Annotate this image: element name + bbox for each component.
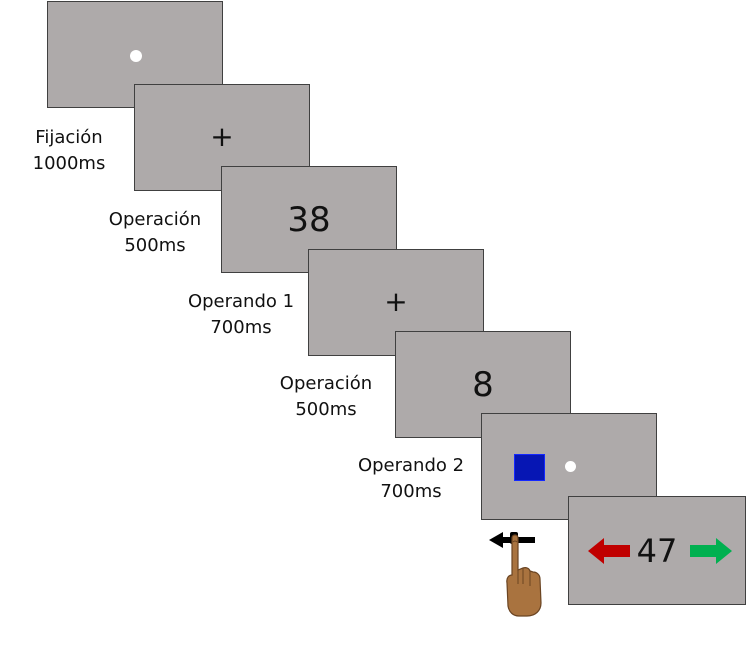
stage-label-operation-2: Operación 500ms	[271, 371, 381, 423]
stage-label-operation-1: Operación 500ms	[100, 207, 210, 259]
fixation-cross: +	[210, 120, 234, 153]
pointing-hand-icon	[489, 532, 542, 617]
stage-name: Operando 1	[187, 291, 295, 312]
operand-1-value: 38	[287, 200, 331, 240]
screen-response: 47	[568, 496, 746, 605]
result-value: 47	[636, 532, 678, 570]
left-arrow-icon	[588, 538, 630, 564]
right-arrow-icon	[690, 538, 732, 564]
stage-duration: 500ms	[124, 235, 186, 256]
stage-name: Operando 2	[357, 455, 465, 476]
stage-name: Operación	[279, 373, 373, 394]
stage-label-fixation: Fijación 1000ms	[18, 125, 120, 177]
stage-duration: 1000ms	[32, 153, 106, 174]
white-dot	[130, 50, 142, 62]
stage-label-operand-2: Operando 2 700ms	[350, 453, 472, 505]
white-dot	[565, 461, 576, 472]
operand-2-value: 8	[472, 365, 494, 405]
stage-duration: 500ms	[295, 399, 357, 420]
stage-duration: 700ms	[380, 481, 442, 502]
blue-square	[514, 454, 545, 481]
stage-name: Fijación	[35, 127, 103, 148]
stage-name: Operación	[108, 209, 202, 230]
operation-symbol: +	[384, 285, 408, 318]
stage-duration: 700ms	[210, 317, 272, 338]
stage-label-operand-1: Operando 1 700ms	[180, 289, 302, 341]
